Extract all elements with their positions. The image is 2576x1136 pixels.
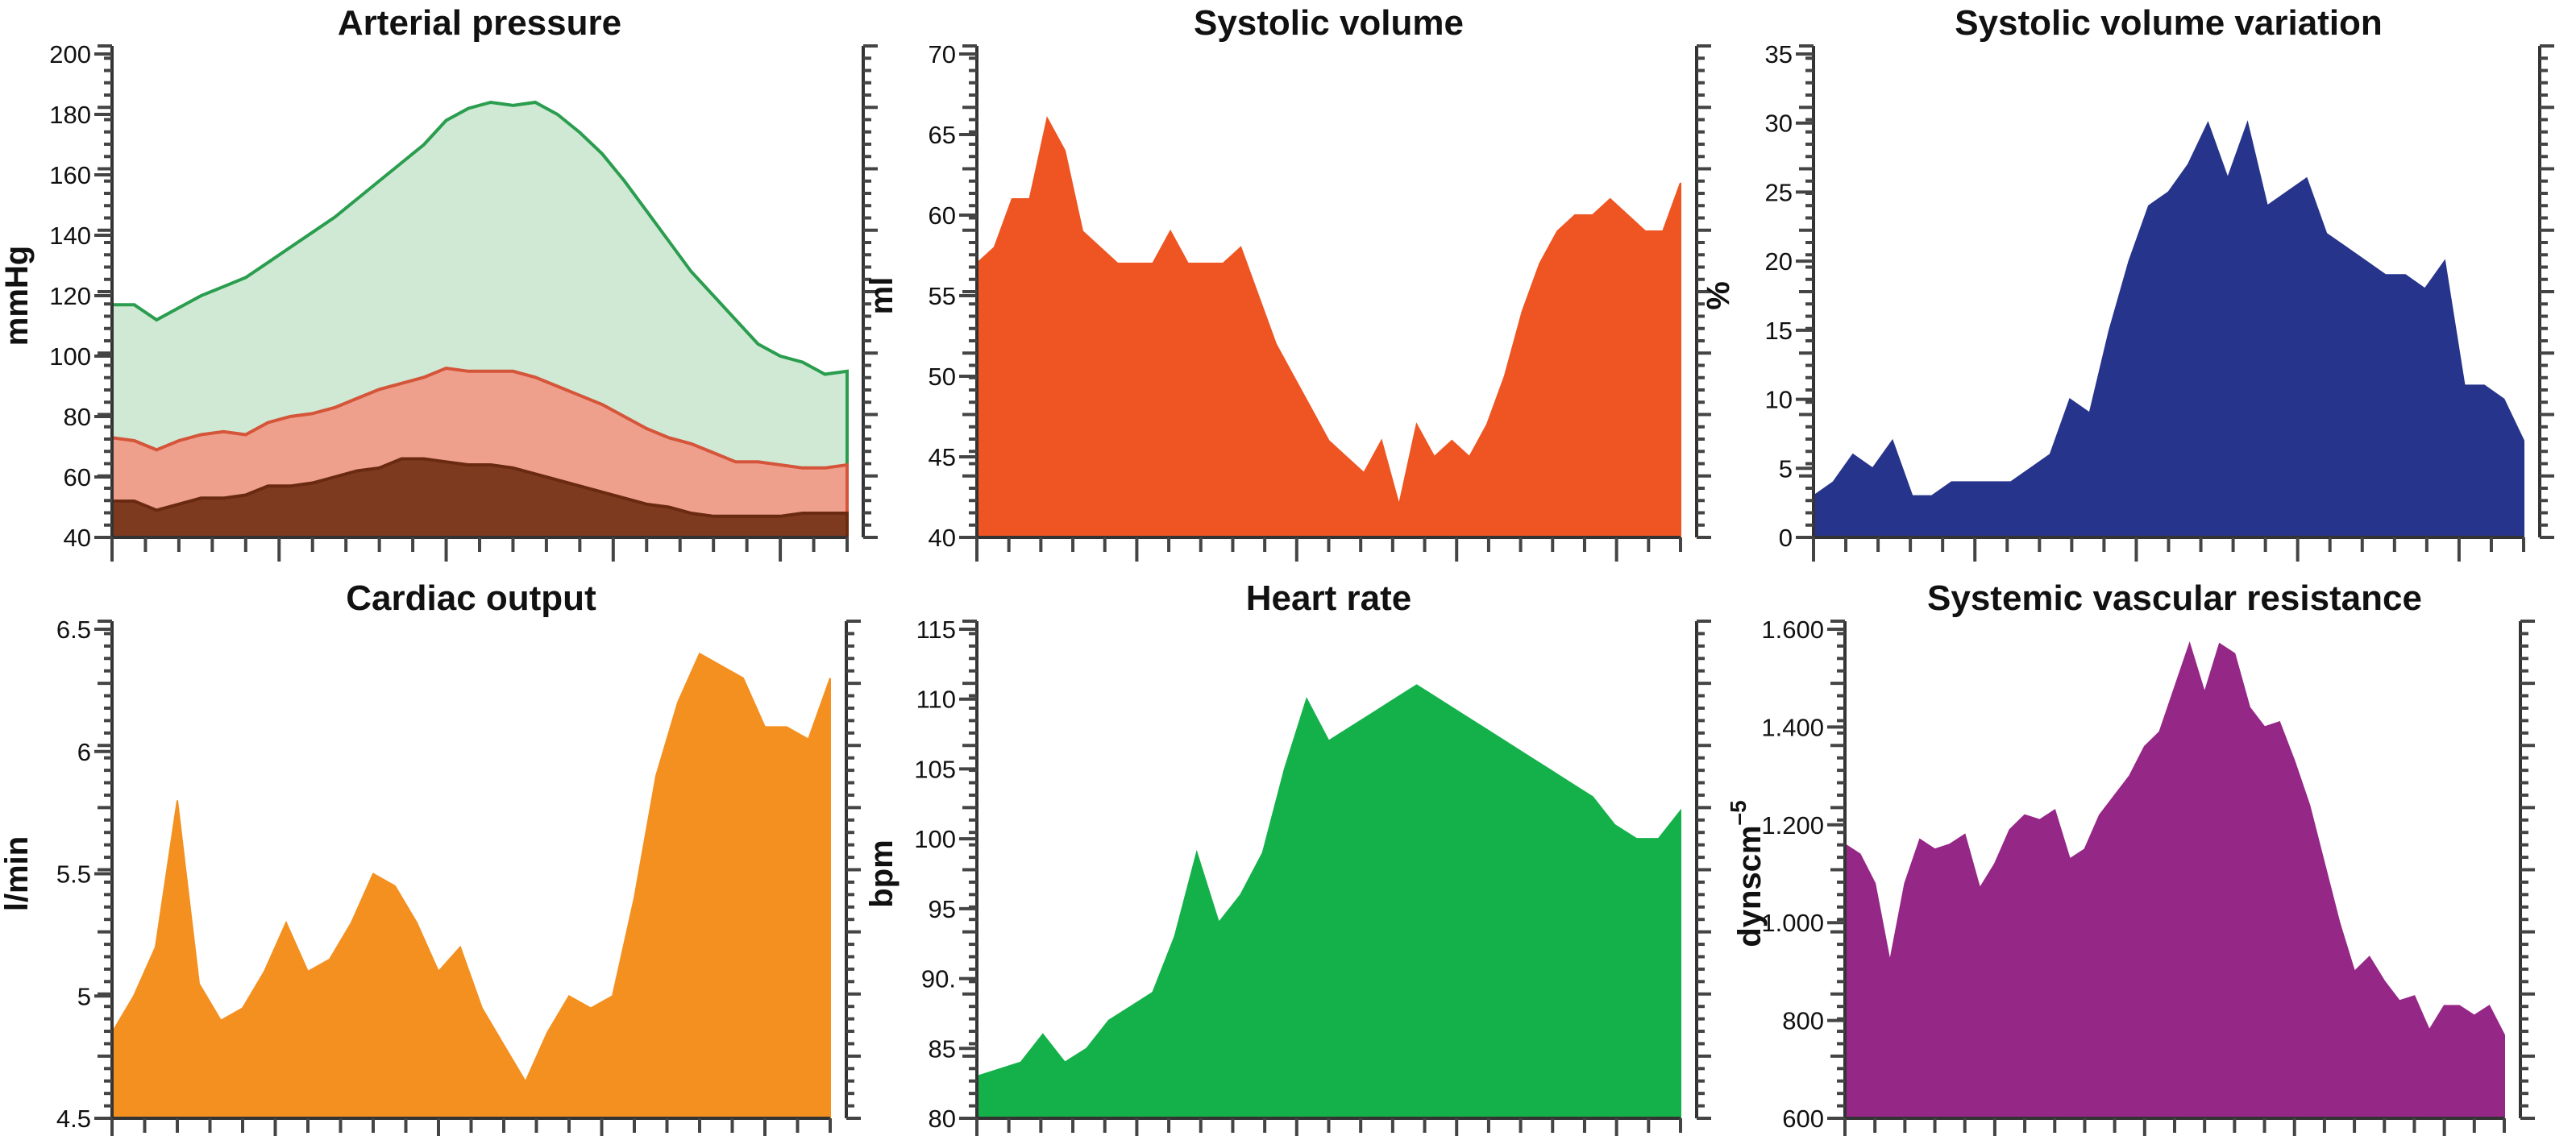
y-tick-label: 0 (1779, 524, 1793, 552)
y-axis-label: % (1701, 281, 1736, 310)
y-tick-label: 40 (929, 524, 956, 552)
y-tick-label: 15 (1765, 317, 1793, 345)
y-tick-label: 50 (929, 363, 956, 391)
y-tick-label: 45 (929, 443, 956, 471)
chart-arterial-pressure: 40 60 80 100 120 140 160 180 200 Arterial pressur… (0, 3, 878, 562)
y-tick-label: 105 (914, 755, 956, 783)
chart-cardiac-output: 4.5 5 5.5 6 6.5 Cardiac output l/min (0, 578, 861, 1136)
chart-systemic-vascular-resistance: 600 800 1.000 1.200 1.400 1.600 Systemic vascu… (1726, 578, 2535, 1136)
y-tick-label: 40 (64, 524, 91, 552)
y-tick-label: 60 (929, 201, 956, 230)
chart-title: Systolic volume (1194, 3, 1464, 43)
y-tick-label: 120 (49, 282, 91, 310)
chart-title: Heart rate (1246, 578, 1411, 618)
chart-title: Systolic volume variation (1955, 3, 2383, 43)
y-tick-label: 600 (1782, 1105, 1824, 1133)
y-tick-label: 80 (64, 403, 91, 431)
y-tick-label: 1.600 (1761, 616, 1824, 644)
y-axis-label-superscript: –5 (1726, 800, 1751, 825)
y-tick-label: 180 (49, 101, 91, 129)
y-tick-label: 6.5 (56, 616, 91, 644)
y-axis-label: bpm (864, 840, 900, 907)
y-tick-label: 1.000 (1761, 909, 1824, 937)
y-tick-label: 55 (929, 282, 956, 310)
series-area-0 (976, 684, 1681, 1119)
y-tick-label: 95 (929, 895, 956, 923)
chart-title: Systemic vascular resistance (1927, 578, 2422, 618)
y-tick-label: 30 (1765, 110, 1793, 138)
y-axis-label: mmHg (0, 246, 35, 346)
chart-systolic-volume-variation: 0 5 10 15 20 25 30 35 Systolic volume variation% (1701, 3, 2554, 562)
y-tick-label: 6 (77, 738, 91, 766)
chart-heart-rate: 80 85 90. 95 100 105 110 115 Heart rate bpm (864, 578, 1711, 1136)
y-tick-label: 800 (1782, 1007, 1824, 1035)
y-tick-label: 110 (916, 686, 956, 714)
y-tick-label: 100 (914, 825, 956, 853)
y-tick-label: 65 (929, 121, 956, 149)
y-tick-label: 90. (921, 965, 956, 993)
y-tick-label: 1.200 (1761, 811, 1824, 840)
y-tick-label: 20 (1765, 247, 1793, 276)
y-tick-label: 160 (49, 161, 91, 189)
chart-systolic-volume: 40 45 50 55 60 65 70 Systolic volume ml (864, 3, 1711, 562)
y-tick-label: 100 (49, 342, 91, 371)
y-tick-label: 60 (64, 463, 91, 491)
chart-title: Arterial pressure (338, 3, 621, 43)
series-area-0 (976, 116, 1681, 538)
y-tick-label: 1.400 (1761, 713, 1824, 741)
y-tick-label: 35 (1765, 40, 1793, 68)
y-axis-label: l/min (0, 836, 35, 911)
y-tick-label: 140 (49, 222, 91, 250)
y-tick-label: 5 (77, 982, 91, 1010)
chart-title: Cardiac output (346, 578, 596, 618)
series-area-0 (111, 652, 831, 1119)
y-tick-label: 5 (1779, 454, 1793, 483)
y-tick-label: 85 (929, 1034, 956, 1063)
series-area-0 (1813, 120, 2524, 538)
y-tick-label: 10 (1765, 386, 1793, 414)
y-axis-label: ml (864, 277, 900, 315)
series-area-0 (1844, 641, 2505, 1119)
y-tick-label: 70 (929, 40, 956, 68)
y-tick-label: 5.5 (56, 860, 91, 889)
y-tick-label: 115 (916, 616, 956, 644)
series-area-2 (110, 457, 849, 539)
y-tick-label: 200 (49, 40, 91, 68)
y-tick-label: 80 (929, 1105, 956, 1133)
y-tick-label: 25 (1765, 178, 1793, 206)
y-tick-label: 4.5 (56, 1105, 91, 1133)
